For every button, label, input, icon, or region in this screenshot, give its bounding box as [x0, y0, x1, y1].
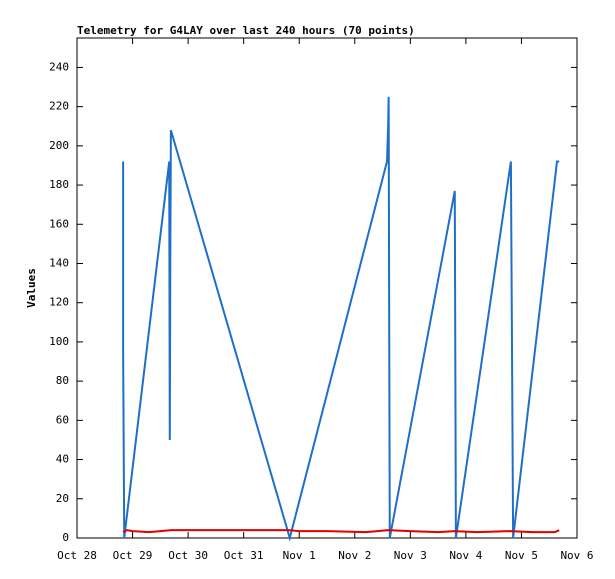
plot-frame [76, 37, 578, 539]
x-tick-label: Nov 4 [449, 549, 482, 562]
y-tick-label: 200 [49, 139, 69, 152]
x-tick-label: Oct 28 [57, 549, 97, 562]
y-tick-label: 20 [56, 492, 69, 505]
y-tick-label: 120 [49, 296, 69, 309]
y-tick-label: 100 [49, 335, 69, 348]
y-tick-label: 240 [49, 60, 69, 73]
y-tick-label: 0 [62, 531, 69, 544]
y-tick-label: 220 [49, 100, 69, 113]
x-tick-label: Nov 1 [283, 549, 316, 562]
y-tick-label: 60 [56, 413, 69, 426]
y-tick-label: 160 [49, 217, 69, 230]
x-tick-label: Nov 5 [505, 549, 538, 562]
x-tick-label: Oct 31 [224, 549, 264, 562]
y-tick-label: 40 [56, 453, 69, 466]
x-tick-label: Nov 3 [394, 549, 427, 562]
y-tick-label: 140 [49, 256, 69, 269]
x-tick-label: Nov 6 [560, 549, 593, 562]
x-tick-label: Oct 29 [113, 549, 153, 562]
data-line [122, 529, 560, 534]
data-line [122, 96, 560, 542]
y-tick-label: 180 [49, 178, 69, 191]
chart-title: Telemetry for G4LAY over last 240 hours … [77, 24, 415, 37]
x-tick-label: Nov 2 [338, 549, 371, 562]
y-axis-label: Values [25, 268, 38, 308]
x-tick-label: Oct 30 [168, 549, 208, 562]
y-tick-label: 80 [56, 374, 69, 387]
